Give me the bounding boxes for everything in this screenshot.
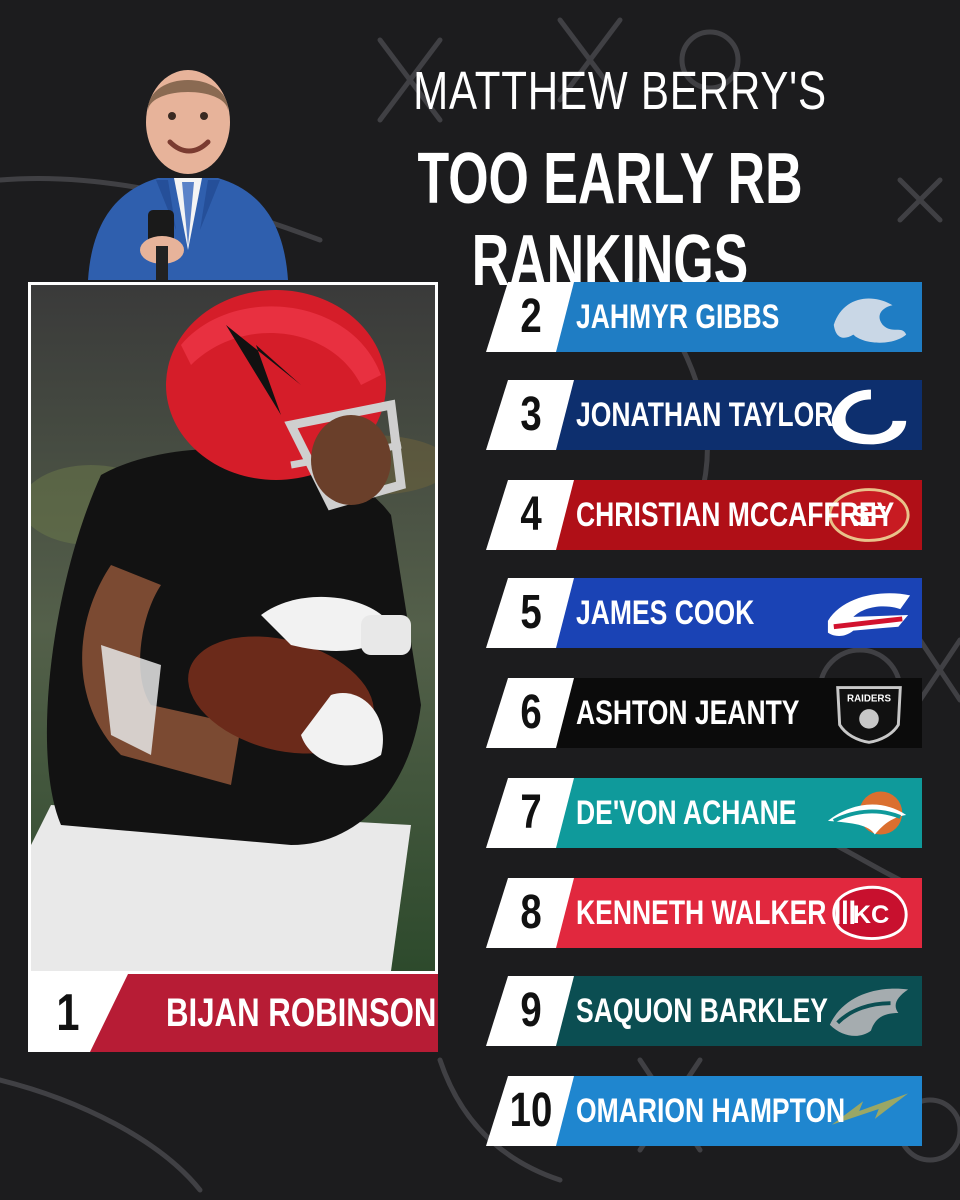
player-name: KENNETH WALKER III xyxy=(576,894,856,932)
player-name-banner: JAMES COOK xyxy=(556,578,922,648)
player-name: CHRISTIAN MCCAFFREY xyxy=(576,496,895,534)
ranking-row: 5 JAMES COOK xyxy=(486,578,922,648)
rank-number: 7 xyxy=(520,786,542,839)
ranking-row: 7 DE'VON ACHANE xyxy=(486,778,922,848)
featured-ranking-row: 1 BIJAN ROBINSON xyxy=(28,974,438,1052)
host-photo xyxy=(88,70,288,280)
player-name-banner: JONATHAN TAYLOR xyxy=(556,380,922,450)
player-name-banner: SAQUON BARKLEY xyxy=(556,976,922,1046)
player-name-banner: BIJAN ROBINSON xyxy=(90,974,438,1052)
svg-text:RAIDERS: RAIDERS xyxy=(847,693,891,704)
lions-logo-icon xyxy=(833,298,907,343)
ranking-row: 4 SF CHRISTIAN MCCAFFREY xyxy=(486,480,922,550)
chargers-logo-icon xyxy=(831,1093,909,1125)
ranking-row: 2 JAHMYR GIBBS xyxy=(486,282,922,352)
player-illustration xyxy=(31,285,435,971)
player-name: JAMES COOK xyxy=(576,594,755,632)
ranking-row: 9 SAQUON BARKLEY xyxy=(486,976,922,1046)
rank-number: 2 xyxy=(520,290,542,343)
ranking-row: 3 JONATHAN TAYLOR xyxy=(486,380,922,450)
rank-number: 5 xyxy=(520,586,542,639)
eagles-logo-icon xyxy=(829,988,909,1036)
raiders-logo-icon: RAIDERS xyxy=(836,686,902,744)
rank-number: 8 xyxy=(520,886,542,939)
player-name-banner: DE'VON ACHANE xyxy=(556,778,922,848)
title-line-2: TOO EARLY RB RANKINGS xyxy=(417,139,803,301)
player-name-banner: SF CHRISTIAN MCCAFFREY xyxy=(556,480,922,550)
player-name: JAHMYR GIBBS xyxy=(576,298,780,336)
colts-logo-icon xyxy=(831,389,907,445)
rank-number: 6 xyxy=(520,686,542,739)
49ers-logo-icon: SF xyxy=(828,488,910,542)
bills-logo-icon xyxy=(827,593,911,636)
player-name: DE'VON ACHANE xyxy=(576,794,797,832)
dolphins-logo-icon xyxy=(827,791,907,835)
rank-number: 4 xyxy=(520,488,542,541)
player-name: SAQUON BARKLEY xyxy=(576,992,828,1030)
player-name: OMARION HAMPTON xyxy=(576,1092,846,1130)
player-name-banner: JAHMYR GIBBS xyxy=(556,282,922,352)
rank-number: 10 xyxy=(509,1084,553,1137)
chiefs-logo-icon: KC xyxy=(832,885,908,940)
ranking-row: 6 RAIDERS ASHTON JEANTY xyxy=(486,678,922,748)
player-name: ASHTON JEANTY xyxy=(576,694,800,732)
featured-player-photo xyxy=(28,282,438,974)
rank-number: 1 xyxy=(56,984,80,1042)
player-name-banner: KC KENNETH WALKER III xyxy=(556,878,922,948)
player-name: BIJAN ROBINSON xyxy=(166,991,437,1035)
player-name-banner: OMARION HAMPTON xyxy=(556,1076,922,1146)
ranking-row: 10 OMARION HAMPTON xyxy=(486,1076,922,1146)
title-line-1: MATTHEW BERRY'S xyxy=(413,61,827,121)
player-name: JONATHAN TAYLOR xyxy=(576,396,834,434)
rank-number: 3 xyxy=(520,388,542,441)
rank-number: 9 xyxy=(520,984,542,1037)
ranking-row: 8 KC KENNETH WALKER III xyxy=(486,878,922,948)
svg-text:KC: KC xyxy=(853,901,890,929)
svg-text:SF: SF xyxy=(852,500,887,531)
player-name-banner: RAIDERS ASHTON JEANTY xyxy=(556,678,922,748)
